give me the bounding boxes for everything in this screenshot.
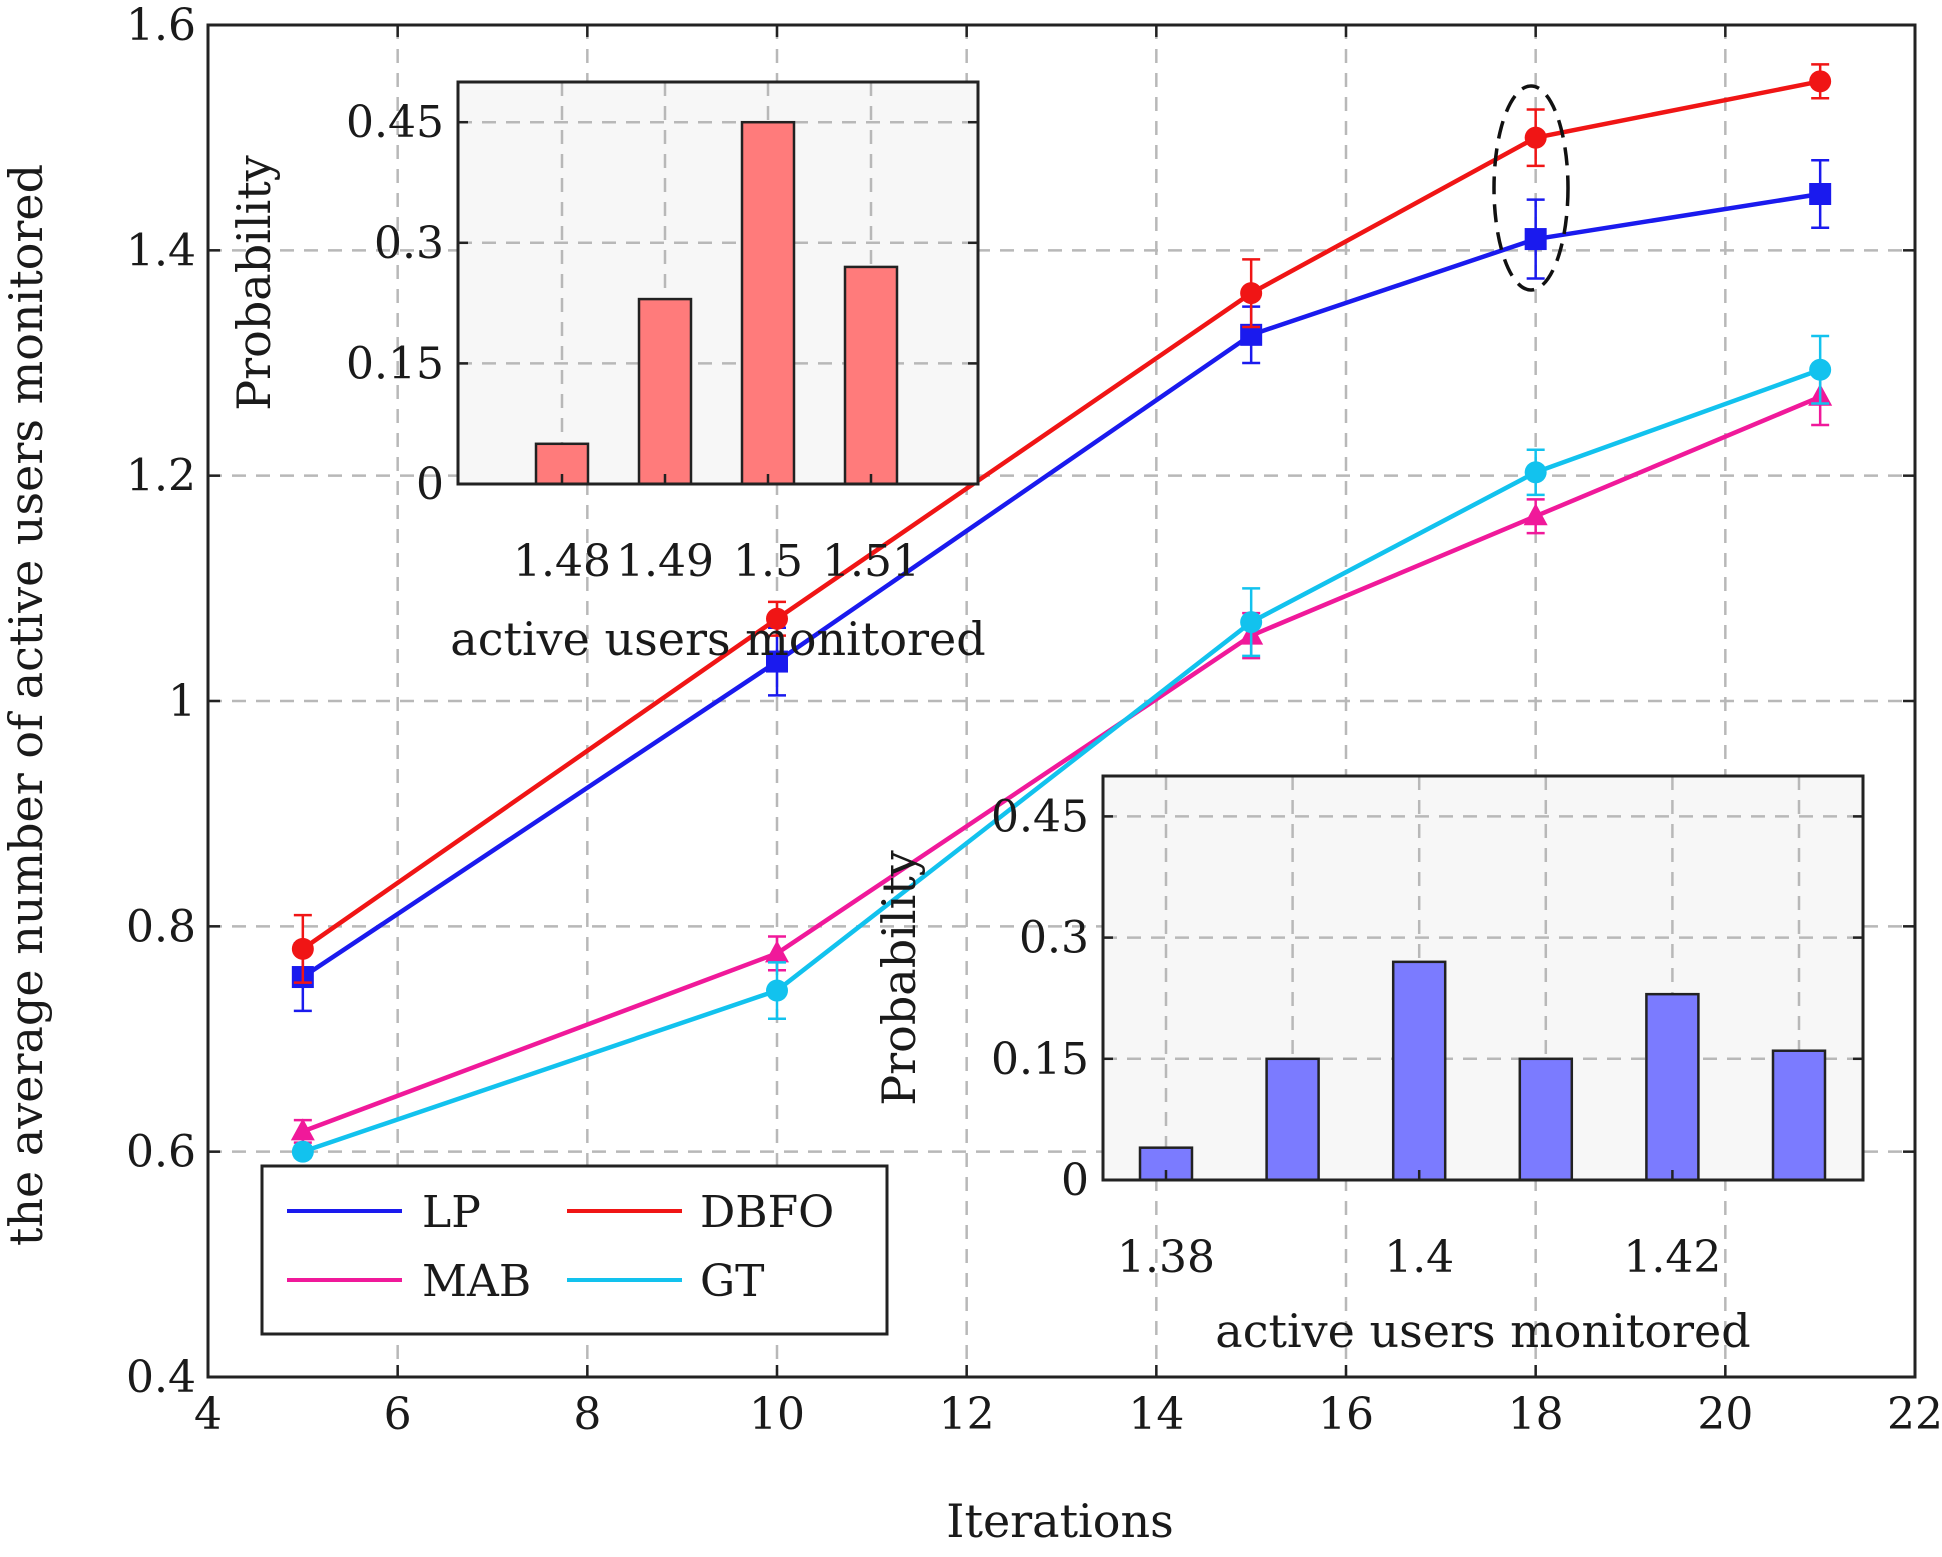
legend-label-mab: MAB bbox=[422, 1256, 531, 1307]
marker-dbfo-15 bbox=[1240, 282, 1263, 305]
marker-dbfo-5 bbox=[291, 937, 314, 960]
inset2-bar-5 bbox=[1771, 1049, 1827, 1182]
main-ytick-label: 0.4 bbox=[126, 1352, 196, 1403]
inset-top-left: 00.150.30.451.48 1.49 1.5 1.51 Probability … bbox=[227, 80, 986, 666]
inset1-background bbox=[458, 82, 978, 484]
marker-gt-21 bbox=[1809, 358, 1832, 381]
legend: LP DBFO MAB GT bbox=[260, 1164, 889, 1336]
inset2-xtick-label: 1.38 bbox=[1117, 1232, 1215, 1283]
inset2-ytick-label: 0.3 bbox=[1019, 913, 1089, 964]
inset2-bars bbox=[1138, 960, 1827, 1182]
series-lp bbox=[291, 158, 1832, 1013]
main-xtick-label: 6 bbox=[384, 1389, 412, 1440]
inset1-ticks: 0 0.15 0.3 0.45 1.48 1.49 1.5 1.51 bbox=[346, 97, 978, 587]
inset2-ticks: 0 0.15 0.3 0.45 1.38 1.4 1.42 bbox=[991, 791, 1863, 1283]
main-xtick-label: 20 bbox=[1697, 1389, 1753, 1440]
legend-label-dbfo: DBFO bbox=[700, 1187, 834, 1238]
inset1-ylabel: Probability bbox=[227, 155, 281, 411]
marker-gt-10 bbox=[766, 979, 788, 1002]
marker-lp-15 bbox=[1240, 323, 1263, 346]
main-xtick-label: 16 bbox=[1318, 1389, 1374, 1440]
main-ytick-label: 0.6 bbox=[126, 1127, 196, 1178]
inset2-bar-1 bbox=[1265, 1057, 1320, 1182]
main-ytick-label: 1.6 bbox=[126, 0, 196, 51]
inset1-bar-1 bbox=[637, 297, 693, 486]
main-xlabel: Iterations bbox=[946, 1494, 1173, 1548]
inset2-xtick-label: 1.42 bbox=[1623, 1232, 1721, 1283]
inset-bottom-right: 0 0.15 0.3 0.45 1.38 1.4 1.42 Probability acti… bbox=[872, 774, 1865, 1358]
main-xtick-label: 18 bbox=[1508, 1389, 1564, 1440]
main-xtick-label: 22 bbox=[1887, 1389, 1942, 1440]
main-ytick-label: 1.4 bbox=[126, 225, 196, 276]
inset2-ytick-label: 0.15 bbox=[991, 1034, 1089, 1085]
marker-lp-21 bbox=[1809, 183, 1832, 205]
inset1-xtick-label: 1.5 bbox=[733, 536, 803, 587]
inset2-xlabel: active users monitored bbox=[1215, 1304, 1750, 1358]
inset1-ytick-label: 0.45 bbox=[346, 97, 444, 148]
marker-dbfo-21 bbox=[1809, 70, 1832, 93]
main-xtick-label: 10 bbox=[749, 1389, 805, 1440]
inset1-xtick-label: 1.49 bbox=[616, 536, 714, 587]
series-gt bbox=[291, 334, 1832, 1163]
inset2-ylabel: Probability bbox=[872, 850, 926, 1106]
inset1-bar-0 bbox=[534, 442, 590, 486]
main-plot-frame bbox=[206, 23, 1917, 1379]
inset2-bar-0 bbox=[1138, 1146, 1194, 1182]
main-ytick-label: 1 bbox=[168, 676, 196, 727]
inset1-ytick-label: 0.3 bbox=[374, 218, 444, 269]
inset2-xtick-label: 1.4 bbox=[1384, 1232, 1454, 1283]
main-xtick-label: 14 bbox=[1128, 1389, 1184, 1440]
main-xtick-label: 8 bbox=[573, 1389, 601, 1440]
main-ytick-label: 1.2 bbox=[126, 451, 196, 502]
legend-label-gt: GT bbox=[700, 1256, 765, 1307]
main-xtick-label: 12 bbox=[939, 1389, 995, 1440]
inset1-ytick-label: 0 bbox=[416, 459, 444, 510]
inset2-background bbox=[1103, 776, 1863, 1180]
main-ylabel: the average number of active users monit… bbox=[0, 164, 53, 1246]
inset2-ytick-label: 0 bbox=[1061, 1155, 1089, 1206]
series-dbfo bbox=[291, 63, 1832, 984]
marker-dbfo-18 bbox=[1524, 126, 1547, 149]
marker-gt-18 bbox=[1524, 461, 1547, 484]
marker-gt-5 bbox=[291, 1140, 314, 1163]
inset1-ytick-label: 0.15 bbox=[346, 338, 444, 389]
marker-dbfo-10 bbox=[766, 607, 788, 630]
inset1-bar-2 bbox=[740, 120, 796, 486]
main-axis-ticks: 4 6 8 10 12 14 16 18 20 22 0.4 0.6 0.8 1 1.2 1.4 1.6 bbox=[126, 0, 1942, 1440]
marker-gt-15 bbox=[1240, 611, 1263, 634]
inset1-xtick-label: 1.48 bbox=[513, 536, 611, 587]
inset2-bar-2 bbox=[1391, 960, 1447, 1182]
marker-mab-18 bbox=[1523, 503, 1548, 526]
marker-mab-5 bbox=[290, 1118, 315, 1141]
inset1-bars bbox=[534, 120, 899, 486]
inset2-frame bbox=[1101, 774, 1865, 1182]
inset2-bar-4 bbox=[1645, 992, 1700, 1182]
inset2-bar-3 bbox=[1518, 1057, 1574, 1182]
highlight-ellipse bbox=[1492, 84, 1570, 292]
inset1-xtick-label: 1.51 bbox=[822, 536, 920, 587]
main-ytick-label: 0.8 bbox=[126, 901, 196, 952]
marker-lp-10 bbox=[766, 650, 788, 673]
marker-mab-10 bbox=[765, 940, 789, 963]
inset1-xlabel: active users monitored bbox=[450, 612, 985, 666]
marker-lp-18 bbox=[1524, 228, 1547, 251]
main-series bbox=[290, 63, 1833, 1163]
legend-label-lp: LP bbox=[422, 1187, 481, 1238]
inset2-ytick-label: 0.45 bbox=[991, 791, 1089, 842]
inset1-bar-3 bbox=[843, 265, 899, 486]
inset1-frame bbox=[456, 80, 980, 486]
main-xtick-label: 4 bbox=[194, 1389, 222, 1440]
